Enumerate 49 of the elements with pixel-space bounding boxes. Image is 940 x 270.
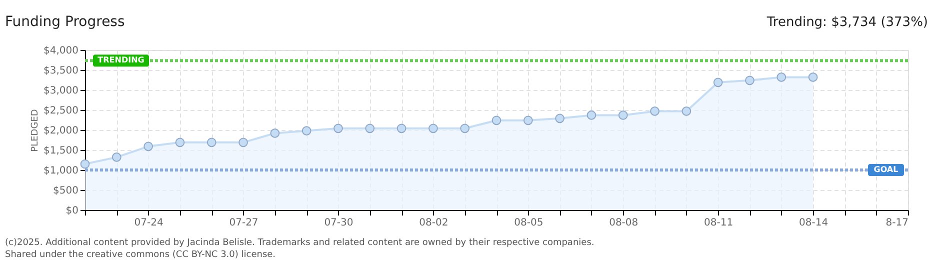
point bbox=[650, 106, 660, 116]
point bbox=[396, 124, 406, 134]
y-axis-title: PLEDGED bbox=[30, 109, 41, 152]
point bbox=[270, 128, 280, 138]
point bbox=[808, 72, 818, 82]
point bbox=[302, 126, 312, 136]
y-tick-label: $500 bbox=[53, 186, 78, 196]
point bbox=[112, 152, 122, 162]
text: Shared under the creative commons (CC BY-NC 3.0) license. bbox=[5, 250, 276, 260]
x-tick-label: 8-17 bbox=[886, 218, 908, 228]
y-tick-label: $2,500 bbox=[44, 106, 78, 116]
point bbox=[238, 138, 248, 148]
ref-line-label: TRENDING bbox=[98, 56, 144, 65]
point bbox=[206, 138, 216, 148]
point bbox=[175, 138, 185, 148]
point bbox=[586, 110, 596, 120]
y-tick-label: $0 bbox=[66, 206, 78, 216]
point bbox=[713, 78, 723, 88]
point bbox=[555, 114, 564, 124]
point bbox=[523, 116, 533, 126]
text: (c)2025. Additional content provided by Jacinda Belisle. Trademarks and related content are owned by their respective companies. bbox=[5, 238, 594, 248]
y-tick-label: $1,500 bbox=[44, 146, 78, 156]
chart-title: Funding Progress bbox=[5, 14, 125, 30]
point bbox=[776, 72, 786, 82]
point bbox=[80, 159, 90, 169]
point bbox=[682, 106, 692, 116]
point bbox=[428, 124, 438, 134]
x-tick-label: 07-30 bbox=[324, 218, 354, 228]
y-tick-label: $2,000 bbox=[44, 126, 78, 136]
y-tick-label: $1,000 bbox=[44, 166, 78, 176]
text: Trending: $3,734 (373%) bbox=[766, 15, 928, 30]
point bbox=[745, 76, 754, 86]
point bbox=[492, 116, 502, 126]
y-tick-label: $4,000 bbox=[44, 46, 78, 56]
point bbox=[618, 110, 628, 120]
x-tick-label: 08-05 bbox=[514, 218, 544, 228]
point bbox=[365, 124, 375, 134]
x-tick-label: 07-27 bbox=[229, 218, 258, 228]
x-tick-label: 08-08 bbox=[609, 218, 638, 228]
point bbox=[144, 142, 153, 152]
x-tick-label: 08-14 bbox=[799, 218, 828, 228]
ref-line-label: GOAL bbox=[874, 165, 898, 174]
y-tick-label: $3,000 bbox=[44, 86, 78, 96]
x-tick-label: 07-24 bbox=[134, 218, 164, 228]
point bbox=[460, 124, 470, 134]
x-tick-label: 08-11 bbox=[704, 218, 734, 228]
x-tick-label: 08-02 bbox=[419, 218, 448, 228]
point bbox=[334, 124, 343, 134]
y-tick-label: $3,500 bbox=[44, 66, 78, 76]
